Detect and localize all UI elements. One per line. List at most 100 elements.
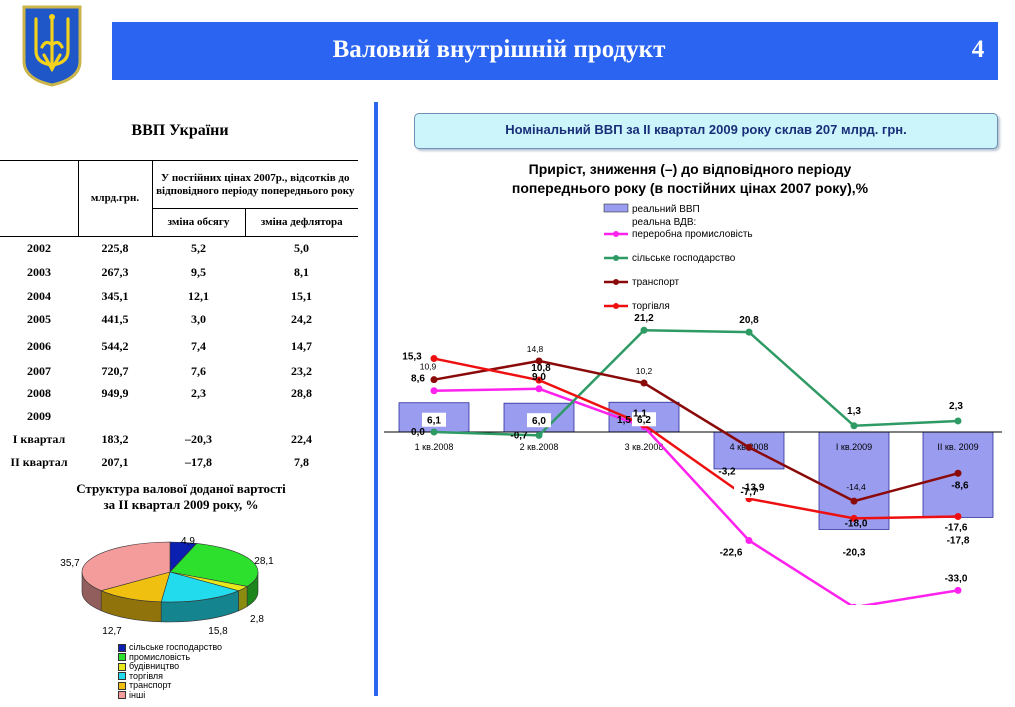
legend-marker <box>613 279 619 285</box>
series-line <box>433 359 959 503</box>
row-label: 2002 <box>27 241 51 256</box>
bar-label-box <box>836 544 872 559</box>
line-data-label: -13,9 <box>742 483 765 494</box>
line-data-label: 2,3 <box>949 401 963 412</box>
pie-slice-label: 28,1 <box>254 556 274 567</box>
legend-label: транспорт <box>632 277 680 288</box>
legend-swatch <box>118 681 126 690</box>
pie-slice <box>160 571 240 603</box>
volume-change <box>152 406 245 428</box>
line-data-label: 14,8 <box>527 344 544 354</box>
bar-label-box <box>940 532 976 547</box>
value-bn: 720,7 <box>101 364 129 378</box>
row-label: 2003 <box>27 265 51 279</box>
row-label: 2006 <box>27 339 51 353</box>
pie-title-line2: за II квартал 2009 року, % <box>103 497 259 512</box>
bar-data-label: -17,8 <box>947 535 970 546</box>
pie-slice-label: 35,7 <box>60 558 80 569</box>
x-tick-label: 3 кв.2008 <box>625 442 664 452</box>
series-point <box>640 379 648 387</box>
pie-legend: сільське господарство промисловість будівн… <box>118 642 223 700</box>
legend-item: промисловість <box>118 652 222 663</box>
row-label: 2008 <box>27 386 51 400</box>
volume-change: 5,2 <box>191 241 206 256</box>
legend-swatch <box>118 691 126 700</box>
legend-label: будівництво <box>129 661 180 671</box>
table-row: I квартал 183,2 –20,3 22,4 <box>0 428 358 452</box>
series-point <box>954 469 962 477</box>
page-number: 4 <box>971 36 985 63</box>
series-point <box>640 326 648 334</box>
bar-label-box <box>632 412 656 427</box>
pie-title: Структура валової доданої вартості за II… <box>40 481 322 513</box>
legend-item: торгівля <box>118 670 222 682</box>
deflator-change <box>245 406 358 428</box>
bar-data-label: -20,3 <box>843 547 866 558</box>
col-header-bn: млрд.грн. <box>77 160 152 237</box>
pie-slice-label: 12,7 <box>102 626 122 637</box>
volume-change: 7,6 <box>191 364 206 378</box>
series-point <box>850 422 858 430</box>
table-row: 2006 544,2 7,4 14,7 <box>0 332 358 362</box>
x-tick-label: 1 кв.2008 <box>415 442 454 452</box>
bar-data-label: 6,0 <box>532 416 546 427</box>
line-data-label: 1,5 <box>617 415 631 426</box>
legend-label: сільське господарство <box>129 642 223 652</box>
chart-title-line1: Приріст, зниження (–) до відповідного пе… <box>528 161 852 177</box>
legend-swatch <box>118 653 126 662</box>
row-label: I квартал <box>12 432 66 446</box>
series-point <box>745 328 753 336</box>
header-bar <box>112 22 998 80</box>
value-bn: 544,2 <box>101 339 129 353</box>
deflator-change: 22,4 <box>291 432 312 446</box>
series-line <box>433 328 959 437</box>
legend-swatch <box>118 672 126 681</box>
series-line <box>433 387 959 605</box>
legend-swatch <box>118 662 126 671</box>
series-line <box>433 357 959 520</box>
series-point <box>850 497 858 505</box>
value-bn <box>78 406 152 428</box>
bar-data-label: -7,7 <box>740 487 758 498</box>
deflator-change: 14,7 <box>291 339 312 353</box>
pie-slice-label: 4,9 <box>181 536 195 547</box>
volume-change: 2,3 <box>191 386 206 400</box>
value-bn: 345,1 <box>101 288 129 303</box>
legend-marker <box>613 231 619 237</box>
pie-slice <box>100 571 171 603</box>
row-label: II квартал <box>10 455 68 469</box>
chart-legend: реальний ВВП реальна ВДВ:переробна промис… <box>603 203 753 312</box>
legend-label: торгівля <box>632 301 670 312</box>
pie-title-line1: Структура валової доданої вартості <box>76 481 286 496</box>
series-point <box>745 536 753 544</box>
series-point <box>430 376 438 384</box>
series-point <box>430 387 438 395</box>
line-data-label: 21,2 <box>634 313 654 324</box>
value-bn: 949,9 <box>101 386 129 400</box>
series-point <box>954 512 962 520</box>
legend-label: транспорт <box>129 680 172 690</box>
line-data-label: -3,2 <box>718 466 736 477</box>
line-data-label: 8,6 <box>411 374 425 385</box>
pie-slice-label: 2,8 <box>250 614 264 625</box>
deflator-change: 7,8 <box>294 455 309 469</box>
x-tick-label: 2 кв.2008 <box>520 442 559 452</box>
chart-title: Приріст, зниження (–) до відповідного пе… <box>470 160 910 198</box>
line-data-label: 10,9 <box>420 362 437 372</box>
bar-label-box <box>734 483 764 498</box>
table-row: 2004 345,1 12,1 15,1 <box>0 285 358 308</box>
col-header-deflator: зміна дефлятора <box>244 208 358 237</box>
col-header-const: У постійних цінах 2007р., відсотків до в… <box>151 160 358 209</box>
legend-swatch <box>118 643 126 652</box>
value-bn: 267,3 <box>101 265 129 279</box>
line-data-label: -33,0 <box>945 573 968 584</box>
deflator-change: 24,2 <box>291 312 312 326</box>
growth-chart: реальний ВВП реальна ВДВ:переробна промис… <box>384 203 1002 605</box>
table-row: 2008 949,9 2,3 28,8 <box>0 382 358 406</box>
series-point <box>850 514 858 522</box>
table-corner <box>0 160 78 237</box>
legend-label: торгівля <box>129 670 164 681</box>
deflator-change: 8,1 <box>294 265 309 279</box>
table-row: 2003 267,3 9,5 8,1 <box>0 261 358 285</box>
legend-label: інші <box>129 689 146 700</box>
